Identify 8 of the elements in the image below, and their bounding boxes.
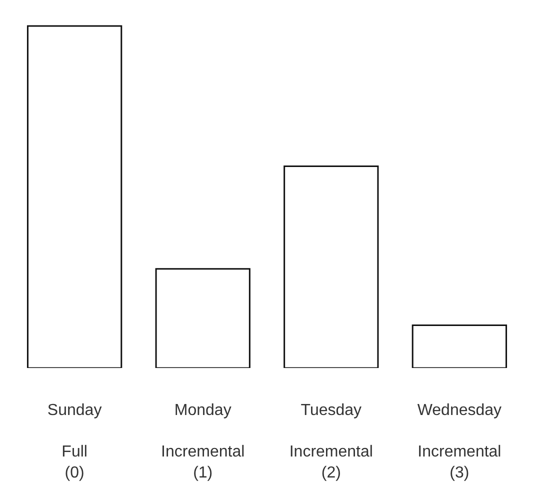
category-label: Sunday Full (0): [47, 402, 102, 482]
category-label: Tuesday Incremental (2): [289, 402, 373, 482]
category-label: Monday Incremental (1): [161, 402, 245, 482]
bar: [284, 165, 379, 368]
bar: [26, 25, 122, 368]
category-label: Wednesday Incremental (3): [417, 402, 502, 482]
bar: [412, 324, 508, 368]
bar: [155, 268, 250, 368]
